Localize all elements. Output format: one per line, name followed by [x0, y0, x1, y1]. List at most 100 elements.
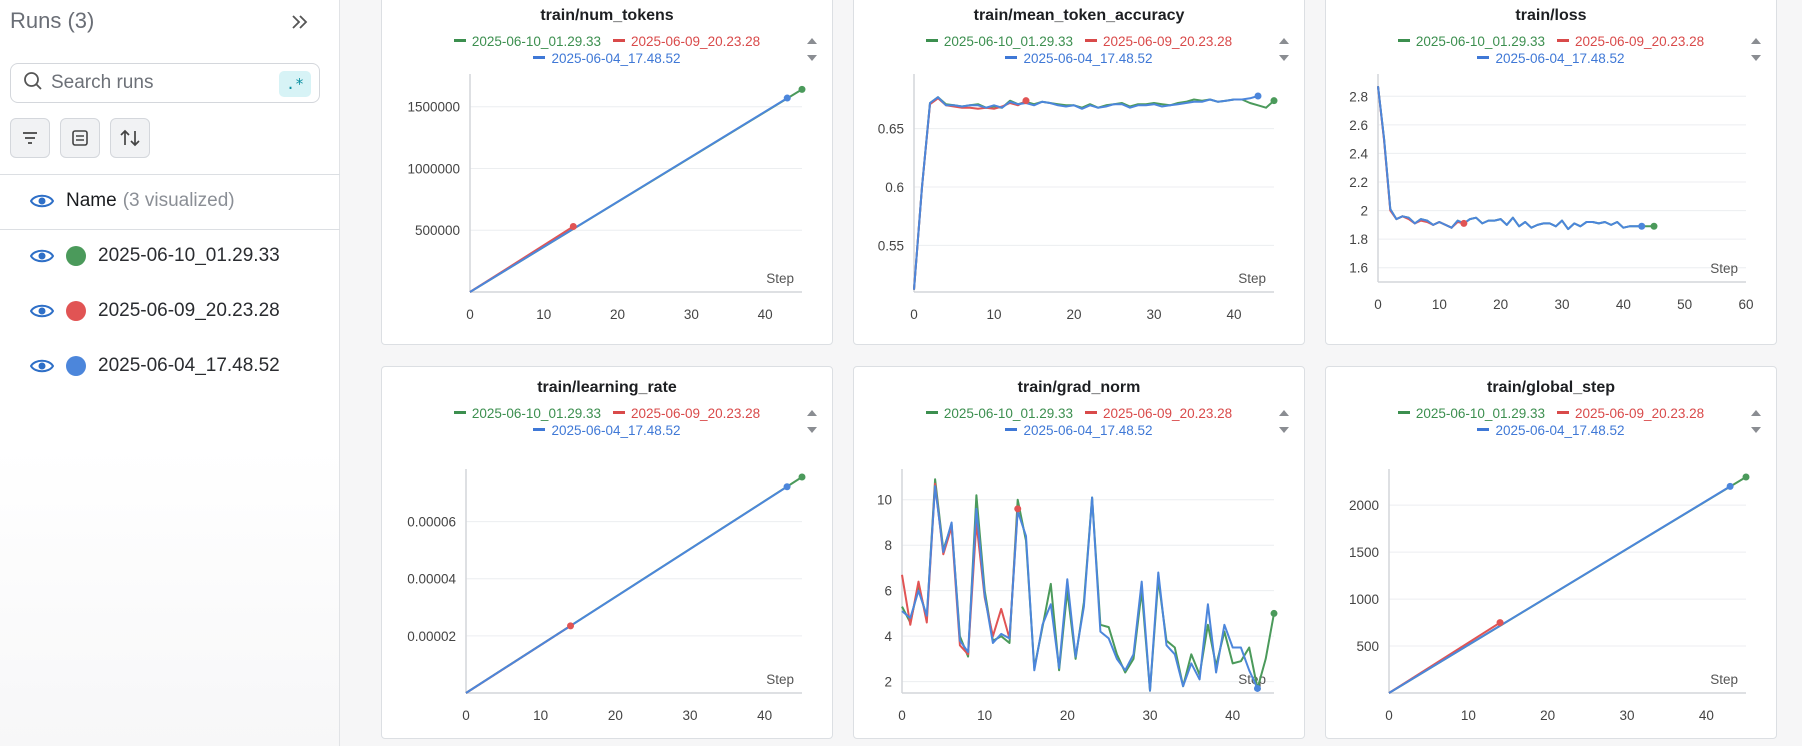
- charts-area: train/num_tokens 2025-06-10_01.29.33 2025-…: [340, 0, 1802, 746]
- run-row[interactable]: 2025-06-09_20.23.28: [30, 299, 280, 323]
- y-tick-label: 2000: [1349, 498, 1379, 513]
- chart-title: train/learning_rate: [537, 379, 677, 396]
- chart-legend: 2025-06-10_01.29.33 2025-06-09_20.23.28 20…: [1326, 33, 1776, 67]
- search-runs-field[interactable]: .*: [10, 63, 320, 103]
- columns-button[interactable]: [60, 118, 100, 158]
- legend-scroll-arrows[interactable]: [806, 35, 818, 65]
- sort-icon: [120, 129, 140, 147]
- series-line: [469, 97, 788, 293]
- legend-label: 2025-06-09_20.23.28: [1103, 34, 1233, 49]
- legend-item[interactable]: 2025-06-04_17.48.52: [533, 50, 681, 67]
- legend-label: 2025-06-10_01.29.33: [471, 406, 601, 421]
- chart-panel-learning-rate[interactable]: train/learning_rate 2025-06-10_01.29.33 20…: [381, 366, 833, 739]
- legend-scroll-arrows[interactable]: [1278, 35, 1290, 65]
- chart-title: train/num_tokens: [540, 7, 674, 24]
- legend-scroll-arrows[interactable]: [1750, 35, 1762, 65]
- search-runs-input[interactable]: [51, 72, 271, 94]
- x-tick-label: 30: [1146, 307, 1161, 322]
- y-tick-label: 2: [1360, 204, 1368, 219]
- legend-scroll-arrows[interactable]: [806, 407, 818, 437]
- search-icon: [23, 71, 43, 96]
- legend-swatch: [533, 428, 546, 432]
- series-end-point: [1496, 619, 1504, 627]
- legend-label: 2025-06-04_17.48.52: [551, 423, 681, 438]
- legend-item[interactable]: 2025-06-09_20.23.28: [1085, 405, 1232, 422]
- legend-item[interactable]: 2025-06-09_20.23.28: [1557, 33, 1704, 50]
- legend-item[interactable]: 2025-06-09_20.23.28: [613, 33, 760, 50]
- run-row[interactable]: 2025-06-04_17.48.52: [30, 354, 280, 378]
- legend-swatch: [925, 39, 938, 43]
- legend-item[interactable]: 2025-06-10_01.29.33: [453, 405, 601, 422]
- legend-label: 2025-06-09_20.23.28: [631, 34, 761, 49]
- chart-svg: 500 1000 1500 2000 0 10 20 30 40 Step: [1349, 469, 1750, 723]
- legend-item[interactable]: 2025-06-04_17.48.52: [1477, 50, 1625, 67]
- legend-item[interactable]: 2025-06-04_17.48.52: [1005, 422, 1153, 439]
- legend-item[interactable]: 2025-06-04_17.48.52: [1005, 50, 1153, 67]
- legend-item[interactable]: 2025-06-09_20.23.28: [1085, 33, 1232, 50]
- eye-icon[interactable]: [30, 354, 54, 378]
- legend-scroll-arrows[interactable]: [1278, 407, 1290, 437]
- legend-item[interactable]: 2025-06-10_01.29.33: [925, 33, 1073, 50]
- divider: [0, 229, 340, 230]
- x-tick-label: 40: [758, 307, 773, 322]
- legend-swatch: [453, 411, 466, 415]
- chart-panel-global-step[interactable]: train/global_step 2025-06-10_01.29.33 2025…: [1325, 366, 1777, 739]
- eye-icon[interactable]: [30, 299, 54, 323]
- sort-button[interactable]: [110, 118, 150, 158]
- legend-item[interactable]: 2025-06-09_20.23.28: [613, 405, 760, 422]
- filter-button[interactable]: [10, 118, 50, 158]
- run-color-dot[interactable]: [66, 246, 86, 266]
- legend-item[interactable]: 2025-06-10_01.29.33: [453, 33, 601, 50]
- chart-panel-grad-norm[interactable]: train/grad_norm 2025-06-10_01.29.33 2025-0…: [853, 366, 1305, 739]
- run-color-dot[interactable]: [66, 356, 86, 376]
- x-tick-label: 0: [466, 307, 474, 322]
- chart-legend: 2025-06-10_01.29.33 2025-06-09_20.23.28 20…: [1326, 405, 1776, 439]
- legend-label: 2025-06-10_01.29.33: [471, 34, 601, 49]
- legend-swatch: [1477, 428, 1490, 432]
- visualized-count: (3 visualized): [122, 190, 235, 211]
- x-tick-label: 30: [682, 708, 697, 723]
- x-axis-label: Step: [1238, 271, 1266, 286]
- runs-sidebar: Runs (3) .* Name (3 visualized) 2025-06-…: [0, 0, 340, 746]
- chart-svg: 0.55 0.6 0.65 0 10 20 30 40 Step: [878, 74, 1278, 322]
- x-tick-label: 10: [536, 307, 551, 322]
- legend-label: 2025-06-04_17.48.52: [1023, 51, 1153, 66]
- legend-label: 2025-06-04_17.48.52: [551, 51, 681, 66]
- legend-item[interactable]: 2025-06-10_01.29.33: [1397, 33, 1545, 50]
- y-tick-label: 2: [884, 675, 892, 690]
- legend-label: 2025-06-09_20.23.28: [1575, 34, 1705, 49]
- series-end-point: [1650, 222, 1658, 230]
- legend-swatch: [1557, 411, 1569, 415]
- series-line: [1377, 86, 1642, 231]
- chart-panel-num-tokens[interactable]: train/num_tokens 2025-06-10_01.29.33 2025-…: [381, 0, 833, 345]
- x-axis-label: Step: [1710, 672, 1738, 687]
- regex-toggle[interactable]: .*: [278, 71, 311, 97]
- legend-scroll-arrows[interactable]: [1750, 407, 1762, 437]
- x-tick-label: 0: [910, 307, 918, 322]
- legend-swatch: [1557, 39, 1569, 43]
- run-color-dot[interactable]: [66, 301, 86, 321]
- legend-item[interactable]: 2025-06-04_17.48.52: [533, 422, 681, 439]
- run-row[interactable]: 2025-06-10_01.29.33: [30, 244, 280, 268]
- chart-legend: 2025-06-10_01.29.33 2025-06-09_20.23.28 20…: [382, 33, 832, 67]
- chart-panel-loss[interactable]: train/loss 2025-06-10_01.29.33 2025-06-09_…: [1325, 0, 1777, 345]
- series-end-point: [1014, 505, 1022, 513]
- series-end-point: [1638, 222, 1646, 230]
- series-end-point: [1726, 482, 1734, 490]
- legend-item[interactable]: 2025-06-10_01.29.33: [1397, 405, 1545, 422]
- eye-icon[interactable]: [30, 189, 54, 213]
- y-tick-label: 2.6: [1349, 118, 1368, 133]
- legend-item[interactable]: 2025-06-09_20.23.28: [1557, 405, 1704, 422]
- collapse-sidebar-icon[interactable]: [286, 10, 314, 34]
- legend-swatch: [613, 411, 625, 415]
- series-line: [465, 485, 788, 694]
- series-end-point: [798, 85, 806, 93]
- eye-icon[interactable]: [30, 244, 54, 268]
- legend-label: 2025-06-09_20.23.28: [631, 406, 761, 421]
- chart-panel-mean-token-accuracy[interactable]: train/mean_token_accuracy 2025-06-10_01.2…: [853, 0, 1305, 345]
- legend-item[interactable]: 2025-06-04_17.48.52: [1477, 422, 1625, 439]
- table-icon: [72, 130, 88, 146]
- legend-item[interactable]: 2025-06-10_01.29.33: [925, 405, 1073, 422]
- x-tick-label: 0: [898, 708, 906, 723]
